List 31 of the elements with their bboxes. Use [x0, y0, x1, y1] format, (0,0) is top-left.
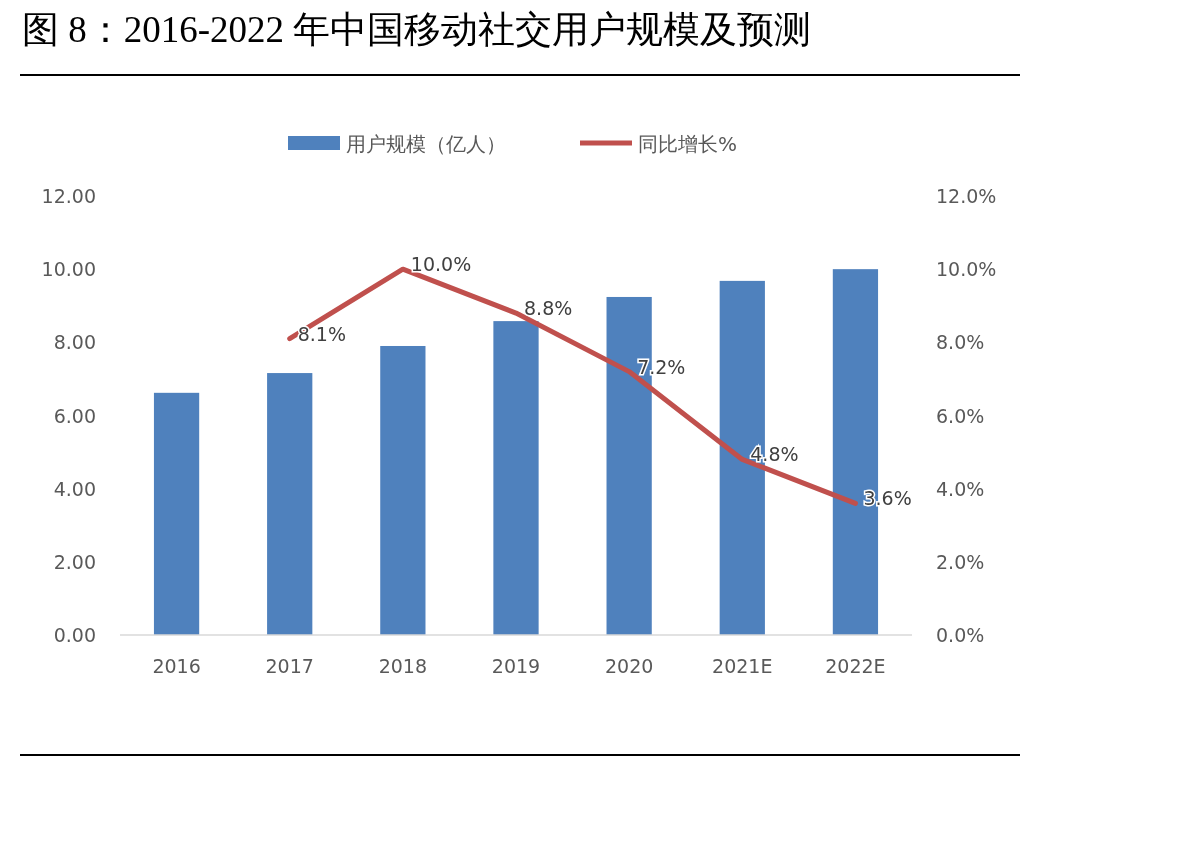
x-tick-label: 2018	[378, 655, 428, 677]
y2-tick-label: 8.0%	[936, 331, 985, 354]
legend-label: 用户规模（亿人）	[346, 132, 506, 156]
y2-tick-label: 0.0%	[936, 624, 985, 646]
y2-tick-label: 12.0%	[936, 185, 997, 207]
y-tick-label: 12.00	[41, 185, 96, 207]
y2-tick-label: 6.0%	[936, 404, 985, 427]
data-label: 10.0%	[410, 253, 472, 276]
y-tick-label: 2.00	[53, 550, 96, 573]
data-label: 8.8%	[524, 297, 573, 320]
y-tick-label: 4.00	[53, 477, 96, 500]
y-tick-label: 6.00	[53, 404, 96, 427]
y-tick-label: 0.00	[53, 624, 96, 646]
x-tick-label: 2022E	[825, 655, 886, 677]
bar	[380, 345, 426, 635]
data-label: 8.1%	[297, 322, 346, 345]
x-tick-label: 2016	[152, 655, 201, 677]
x-tick-label: 2020	[604, 655, 654, 677]
bar	[267, 373, 313, 635]
y2-tick-label: 4.0%	[936, 477, 985, 500]
y-tick-label: 10.00	[41, 258, 96, 281]
y-tick-label: 8.00	[53, 331, 96, 354]
x-tick-label: 2019	[491, 655, 541, 677]
chart-title: 图 8：2016-2022 年中国移动社交用户规模及预测	[22, 9, 812, 50]
bar	[493, 321, 539, 635]
x-tick-label: 2021E	[712, 655, 773, 677]
bar	[153, 392, 200, 635]
y2-tick-label: 2.0%	[936, 550, 985, 573]
legend-label: 同比增长%	[638, 132, 738, 156]
y2-tick-label: 10.0%	[936, 258, 997, 281]
x-tick-label: 2017	[265, 655, 314, 677]
